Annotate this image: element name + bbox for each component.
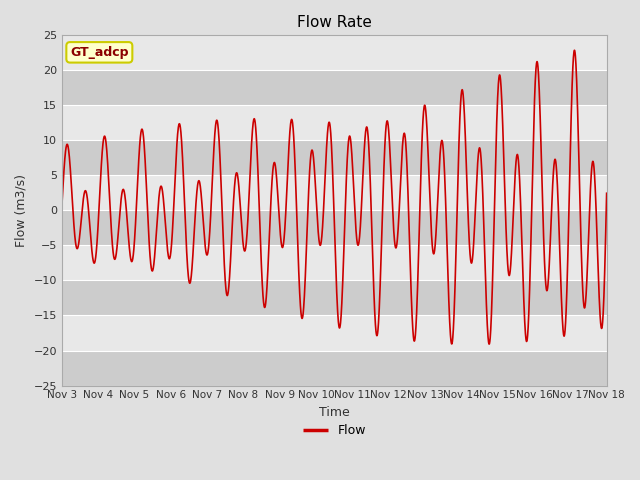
Flow	[593, 212, 600, 217]
Flow	[267, 201, 275, 206]
Legend: Flow: Flow	[298, 420, 371, 442]
Flow	[120, 188, 128, 194]
Bar	[62, 210, 607, 245]
Flow	[534, 60, 541, 65]
X-axis label: Time: Time	[319, 406, 349, 419]
Bar	[62, 106, 607, 140]
Flow	[291, 147, 298, 153]
Line: Flow: Flow	[62, 50, 607, 344]
Title: Flow Rate: Flow Rate	[297, 15, 372, 30]
Text: GT_adcp: GT_adcp	[70, 46, 129, 59]
Y-axis label: Flow (m3/s): Flow (m3/s)	[15, 174, 28, 247]
Bar	[62, 350, 607, 385]
Bar	[62, 245, 607, 280]
Flow	[603, 191, 611, 196]
Flow	[58, 202, 66, 208]
Bar	[62, 175, 607, 210]
Flow	[152, 229, 160, 235]
Flow	[485, 341, 493, 347]
Bar	[62, 140, 607, 175]
Bar	[62, 71, 607, 106]
Bar	[62, 280, 607, 315]
Bar	[62, 36, 607, 71]
Flow	[571, 48, 579, 53]
Bar	[62, 315, 607, 350]
